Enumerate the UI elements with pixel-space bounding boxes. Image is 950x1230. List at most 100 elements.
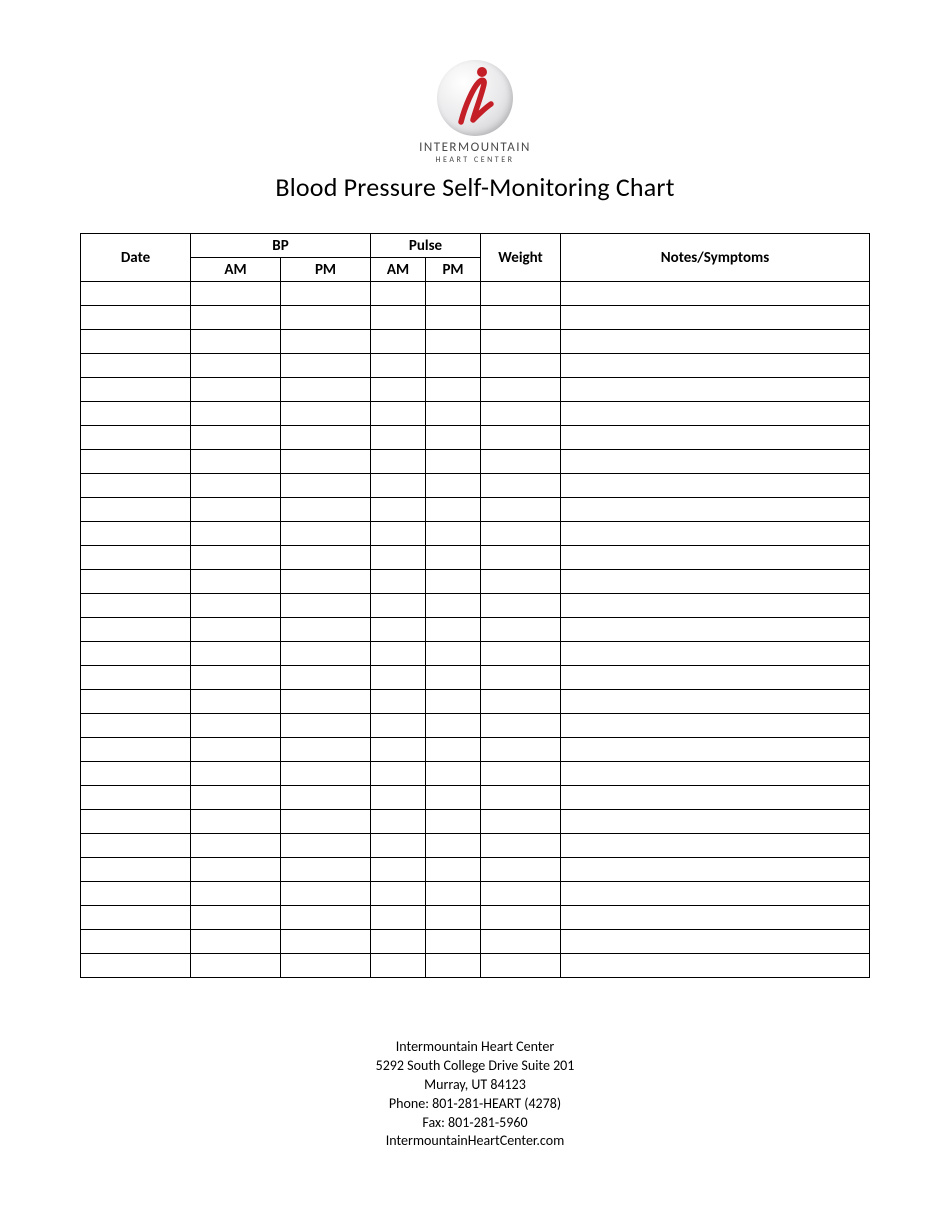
table-cell (81, 330, 191, 354)
document-page: INTERMOUNTAIN HEART CENTER Blood Pressur… (0, 0, 950, 1191)
logo-mark-icon (451, 66, 501, 128)
table-cell (561, 834, 870, 858)
table-cell (281, 618, 371, 642)
table-cell (191, 858, 281, 882)
col-header-pulse-am: AM (371, 258, 426, 282)
table-cell (81, 714, 191, 738)
table-cell (561, 594, 870, 618)
table-cell (191, 378, 281, 402)
table-cell (481, 618, 561, 642)
table-cell (81, 570, 191, 594)
table-cell (481, 642, 561, 666)
table-cell (191, 498, 281, 522)
table-cell (81, 282, 191, 306)
table-row (81, 738, 870, 762)
col-header-bp-pm: PM (281, 258, 371, 282)
table-cell (426, 474, 481, 498)
table-cell (191, 786, 281, 810)
table-cell (426, 426, 481, 450)
table-cell (371, 738, 426, 762)
table-cell (281, 738, 371, 762)
table-cell (191, 738, 281, 762)
table-cell (561, 714, 870, 738)
table-cell (281, 594, 371, 618)
table-cell (426, 450, 481, 474)
table-cell (281, 930, 371, 954)
table-cell (371, 930, 426, 954)
table-cell (481, 690, 561, 714)
table-cell (191, 402, 281, 426)
table-cell (371, 882, 426, 906)
table-cell (191, 306, 281, 330)
table-cell (561, 378, 870, 402)
table-row (81, 666, 870, 690)
table-cell (561, 354, 870, 378)
table-cell (81, 834, 191, 858)
table-cell (481, 954, 561, 978)
table-row (81, 810, 870, 834)
table-cell (481, 810, 561, 834)
table-cell (426, 330, 481, 354)
page-title: Blood Pressure Self-Monitoring Chart (80, 171, 870, 203)
table-cell (191, 954, 281, 978)
table-cell (561, 858, 870, 882)
table-cell (191, 354, 281, 378)
table-row (81, 402, 870, 426)
col-header-bp: BP (191, 234, 371, 258)
table-cell (81, 378, 191, 402)
table-cell (481, 834, 561, 858)
table-cell (426, 762, 481, 786)
col-header-pulse: Pulse (371, 234, 481, 258)
table-cell (281, 666, 371, 690)
footer-org: Intermountain Heart Center (80, 1038, 870, 1057)
table-cell (426, 594, 481, 618)
table-cell (81, 618, 191, 642)
table-row (81, 834, 870, 858)
table-cell (281, 378, 371, 402)
table-cell (281, 474, 371, 498)
table-cell (371, 810, 426, 834)
footer-fax: Fax: 801-281-5960 (80, 1114, 870, 1133)
footer-website: IntermountainHeartCenter.com (80, 1132, 870, 1151)
table-row (81, 378, 870, 402)
table-cell (481, 306, 561, 330)
table-cell (481, 354, 561, 378)
table-cell (81, 306, 191, 330)
table-cell (481, 786, 561, 810)
table-cell (371, 618, 426, 642)
table-cell (426, 570, 481, 594)
footer-address-1: 5292 South College Drive Suite 201 (80, 1057, 870, 1076)
table-cell (481, 474, 561, 498)
table-cell (481, 282, 561, 306)
table-cell (371, 522, 426, 546)
table-cell (481, 378, 561, 402)
table-row (81, 474, 870, 498)
table-row (81, 354, 870, 378)
monitoring-table: Date BP Pulse Weight Notes/Symptoms AM P… (80, 233, 870, 978)
table-cell (281, 522, 371, 546)
table-cell (281, 762, 371, 786)
table-cell (371, 594, 426, 618)
table-cell (371, 906, 426, 930)
table-row (81, 546, 870, 570)
table-row (81, 954, 870, 978)
table-cell (81, 930, 191, 954)
footer-address-2: Murray, UT 84123 (80, 1076, 870, 1095)
table-cell (281, 642, 371, 666)
table-cell (371, 642, 426, 666)
table-cell (426, 882, 481, 906)
table-cell (561, 306, 870, 330)
table-row (81, 306, 870, 330)
table-cell (426, 810, 481, 834)
table-cell (371, 498, 426, 522)
table-cell (191, 810, 281, 834)
table-cell (281, 450, 371, 474)
table-cell (191, 450, 281, 474)
table-cell (481, 906, 561, 930)
footer-phone: Phone: 801-281-HEART (4278) (80, 1095, 870, 1114)
table-cell (81, 690, 191, 714)
table-cell (191, 330, 281, 354)
table-cell (481, 330, 561, 354)
table-row (81, 522, 870, 546)
table-row (81, 858, 870, 882)
